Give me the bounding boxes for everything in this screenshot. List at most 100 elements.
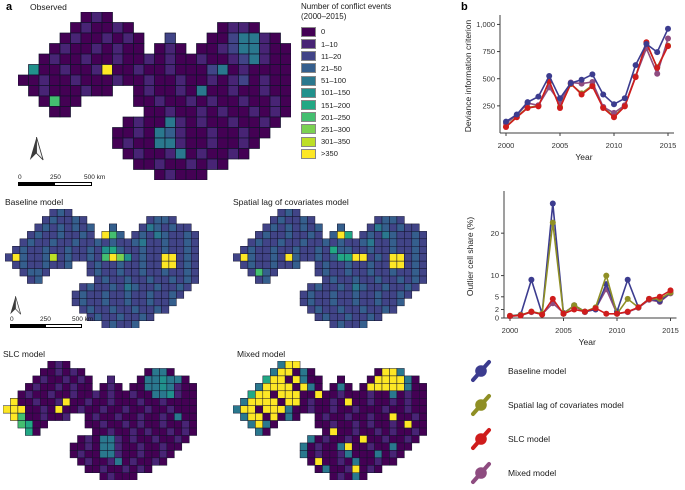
data-point	[528, 276, 535, 283]
map-cell	[270, 398, 278, 406]
map-cell	[109, 320, 118, 329]
map-cell	[374, 435, 383, 444]
map-cell	[269, 32, 281, 44]
map-cell	[99, 457, 108, 466]
map-cell	[262, 375, 271, 384]
map-cell	[101, 283, 110, 292]
map-cell	[227, 85, 239, 97]
map-cell	[247, 253, 256, 262]
map-cell	[262, 398, 271, 406]
map-cell	[144, 405, 153, 414]
data-point	[549, 295, 556, 302]
map-cell	[59, 74, 71, 86]
map-cell	[351, 246, 360, 254]
map-cell	[94, 290, 103, 299]
map-cell	[59, 64, 71, 76]
map-cell	[247, 246, 256, 254]
map-cell	[114, 383, 123, 392]
map-cell	[270, 375, 278, 384]
map-cell	[359, 305, 368, 314]
data-point	[589, 71, 596, 78]
map-cell	[59, 43, 71, 55]
map-cell	[10, 412, 19, 421]
map-cell	[322, 275, 331, 284]
map-cell	[262, 275, 271, 284]
map-cell	[164, 43, 176, 55]
data-point	[503, 118, 509, 125]
map-cell	[191, 275, 199, 284]
map-cell	[40, 405, 48, 414]
map-cell	[138, 290, 147, 299]
map-cell	[292, 253, 301, 262]
map-cell	[107, 427, 116, 436]
map-cell	[59, 32, 71, 44]
map-cell	[322, 253, 331, 262]
map-cell	[151, 390, 160, 399]
map-cell	[94, 298, 103, 307]
map-cell	[255, 405, 264, 414]
map-cell	[138, 298, 147, 307]
data-point	[578, 91, 585, 98]
map-cell	[114, 465, 123, 474]
map-cell	[86, 298, 95, 307]
map-cell	[176, 260, 185, 269]
map-cell	[247, 238, 256, 247]
map-cell	[133, 53, 145, 65]
map-cell	[247, 260, 256, 269]
map-cell	[270, 412, 278, 421]
map-cell	[153, 238, 162, 247]
map-cell	[175, 74, 187, 86]
map-cell	[161, 253, 170, 262]
map-cell	[337, 435, 346, 444]
map-cell	[131, 305, 140, 314]
map-cell	[99, 427, 108, 436]
scale-tick-0: 0	[10, 316, 14, 323]
map-cell	[136, 398, 145, 406]
map-cell	[411, 383, 420, 392]
map-cell	[337, 375, 346, 384]
map-cell	[284, 405, 293, 414]
map-cell	[25, 427, 34, 436]
map-grid	[4, 208, 199, 329]
map-cell	[168, 231, 177, 240]
legend-swatch	[301, 39, 316, 50]
map-cell	[329, 457, 338, 466]
map-cell	[299, 246, 308, 254]
map-cell	[56, 246, 65, 254]
map-cell	[411, 427, 420, 436]
map-cell	[337, 465, 346, 474]
map-cell	[17, 412, 26, 421]
map-cell	[154, 116, 166, 128]
map-cell	[175, 106, 187, 118]
map-cell	[131, 298, 140, 307]
map-cell	[181, 420, 190, 429]
map-cell	[259, 64, 271, 76]
legend-label: 11–20	[321, 51, 342, 61]
map-cell	[359, 320, 368, 329]
map-cell	[49, 216, 58, 225]
map-cell	[389, 260, 398, 269]
map-cell	[94, 238, 103, 247]
map-cell	[227, 43, 239, 55]
map-cell	[144, 442, 153, 451]
map-cell	[49, 64, 61, 76]
map-cell	[164, 169, 176, 181]
map-cell	[80, 11, 92, 23]
map-cell	[314, 283, 323, 292]
map-cell	[144, 427, 153, 436]
map-cell	[47, 405, 56, 414]
map-cell	[269, 74, 281, 86]
map-cell	[136, 412, 145, 421]
map-cell	[79, 253, 88, 262]
map-cell	[107, 457, 116, 466]
map-cell	[176, 238, 185, 247]
map-cell	[164, 95, 176, 107]
map-cell	[284, 223, 293, 232]
map-cell	[153, 298, 162, 307]
model-legend-entry: SLC model	[468, 426, 683, 452]
map-cell	[19, 253, 28, 262]
map-cell	[174, 390, 183, 399]
map-cell	[143, 148, 155, 160]
map-cell	[174, 435, 183, 444]
map-cell	[366, 390, 375, 399]
